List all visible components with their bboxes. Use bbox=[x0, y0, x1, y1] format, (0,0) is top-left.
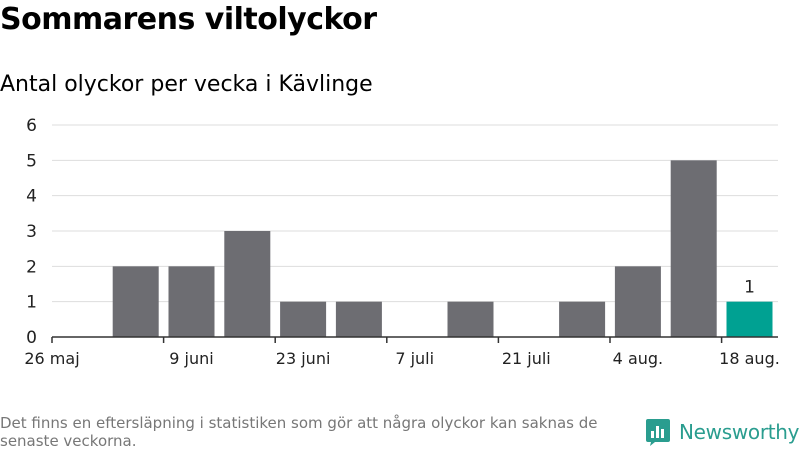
y-tick-label: 6 bbox=[26, 116, 37, 136]
y-tick-label: 5 bbox=[26, 151, 37, 171]
brand-logo: Newsworthy bbox=[645, 418, 800, 446]
footnote: Det finns en eftersläpning i statistiken… bbox=[0, 414, 598, 450]
chart-title: Sommarens viltolyckor bbox=[0, 2, 377, 37]
chart-subtitle: Antal olyckor per vecka i Kävlinge bbox=[0, 72, 373, 97]
bar bbox=[335, 301, 382, 337]
x-tick-label: 9 juni bbox=[169, 349, 213, 368]
y-tick-label: 0 bbox=[26, 328, 37, 348]
bar bbox=[670, 160, 717, 337]
y-tick-label: 4 bbox=[26, 187, 37, 207]
x-tick-label: 26 maj bbox=[24, 349, 79, 368]
bar-chart: 0 1 2 3 4 5 6 1 26 maj 9 juni 23 juni 7 juli 21 juli… bbox=[24, 116, 780, 368]
y-tick-label: 2 bbox=[26, 257, 37, 277]
bar bbox=[224, 231, 271, 337]
y-tick-label: 1 bbox=[26, 293, 37, 313]
x-tick-label: 18 aug. bbox=[719, 349, 780, 368]
bar bbox=[280, 301, 327, 337]
bar bbox=[726, 301, 773, 337]
bar bbox=[447, 301, 494, 337]
newsworthy-logo-icon bbox=[646, 419, 670, 446]
bar bbox=[559, 301, 606, 337]
x-tick-label: 23 juni bbox=[276, 349, 331, 368]
x-tick-label: 7 juli bbox=[395, 349, 434, 368]
bar bbox=[614, 266, 661, 337]
y-tick-label: 3 bbox=[26, 222, 37, 242]
brand-name: Newsworthy bbox=[679, 420, 800, 444]
x-tick-label: 21 juli bbox=[502, 349, 551, 368]
x-tick-label: 4 aug. bbox=[613, 349, 663, 368]
bar bbox=[112, 266, 159, 337]
bar bbox=[168, 266, 215, 337]
data-label: 1 bbox=[744, 278, 755, 298]
